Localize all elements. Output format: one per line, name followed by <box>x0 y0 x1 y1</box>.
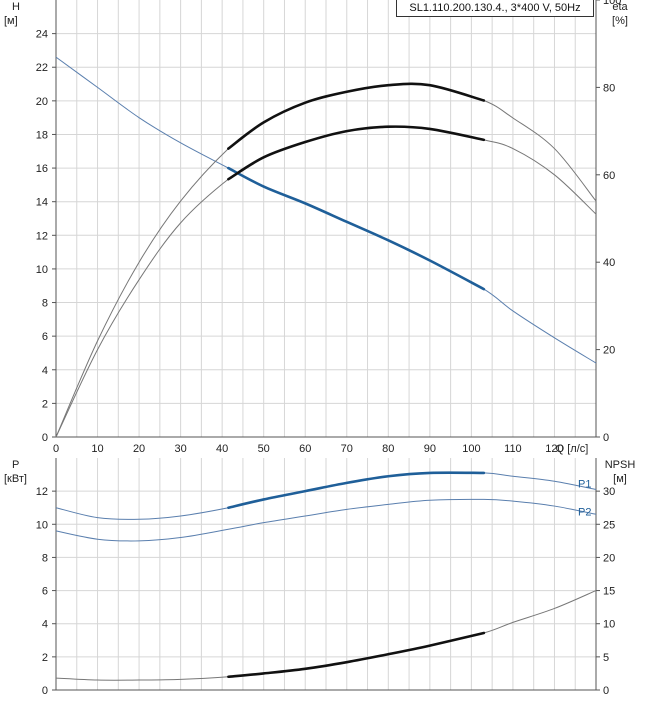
x-axis-label: Q [л/с] <box>556 443 589 455</box>
left-axis-title: H <box>12 1 20 13</box>
left-tick-label: 22 <box>36 62 48 74</box>
left-tick-label: 18 <box>36 129 48 141</box>
left-tick-label: 2 <box>42 652 48 664</box>
left-tick-label: 6 <box>42 331 48 343</box>
x-tick-label: 80 <box>382 443 394 455</box>
left-axis-unit: [кВт] <box>4 473 27 485</box>
x-tick-label: 60 <box>299 443 311 455</box>
left-tick-label: 8 <box>42 298 48 310</box>
x-tick-label: 90 <box>424 443 436 455</box>
right-axis-title: NPSH <box>605 459 636 471</box>
right-tick-label: 60 <box>603 170 615 182</box>
x-tick-label: 20 <box>133 443 145 455</box>
series-duty-segment <box>227 125 486 181</box>
left-tick-label: 16 <box>36 163 48 175</box>
right-tick-label: 0 <box>603 432 609 444</box>
right-tick-label: 10 <box>603 619 615 631</box>
left-tick-label: 4 <box>42 365 48 377</box>
left-tick-label: 0 <box>42 685 48 697</box>
chart-panel-2: 0 2 4 6 8 10 12 0 5 10 15 20 25 30 P [кВт] NPSH [м] P1 P2 <box>4 458 635 697</box>
left-tick-label: 8 <box>42 552 48 564</box>
series-duty-segment <box>227 471 486 510</box>
left-tick-label: 12 <box>36 486 48 498</box>
right-tick-label: 15 <box>603 586 615 598</box>
series-label-p1: P1 <box>578 478 591 490</box>
right-axis-title: eta <box>612 1 628 13</box>
left-tick-label: 4 <box>42 619 48 631</box>
left-tick-label: 0 <box>42 432 48 444</box>
left-tick-label: 12 <box>36 230 48 242</box>
right-tick-label: 100 <box>603 0 621 7</box>
left-tick-label: 20 <box>36 96 48 108</box>
x-tick-label: 30 <box>174 443 186 455</box>
right-tick-label: 0 <box>603 685 609 697</box>
right-tick-label: 40 <box>603 257 615 269</box>
right-axis-unit: [м] <box>613 473 627 485</box>
series-line-p2 <box>55 498 597 542</box>
left-tick-label: 2 <box>42 398 48 410</box>
x-tick-label: 10 <box>91 443 103 455</box>
left-tick-label: 10 <box>36 519 48 531</box>
right-tick-label: 25 <box>603 519 615 531</box>
left-tick-label: 24 <box>36 29 48 41</box>
left-tick-label: 10 <box>36 264 48 276</box>
x-tick-label: 120 <box>545 443 563 455</box>
x-tick-label: 100 <box>462 443 480 455</box>
left-axis-title: P <box>12 459 19 471</box>
left-tick-label: 6 <box>42 586 48 598</box>
x-tick-label: 70 <box>341 443 353 455</box>
right-tick-label: 30 <box>603 486 615 498</box>
model-label: SL1.110.200.130.4., 3*400 V, 50Hz <box>396 0 594 17</box>
x-tick-label: 0 <box>53 443 59 455</box>
right-tick-label: 20 <box>603 345 615 357</box>
x-tick-label: 40 <box>216 443 228 455</box>
right-tick-label: 5 <box>603 652 609 664</box>
x-tick-label: 110 <box>504 443 522 455</box>
left-axis-unit: [м] <box>4 15 18 27</box>
right-axis-unit: [%] <box>612 15 628 27</box>
series-label-p2: P2 <box>578 506 591 518</box>
x-tick-label: 50 <box>258 443 270 455</box>
right-tick-label: 20 <box>603 552 615 564</box>
series-duty-segment <box>227 631 486 679</box>
series-duty-segment <box>227 82 486 150</box>
series-duty-segment <box>227 166 486 291</box>
right-tick-label: 80 <box>603 82 615 94</box>
left-tick-label: 14 <box>36 197 48 209</box>
